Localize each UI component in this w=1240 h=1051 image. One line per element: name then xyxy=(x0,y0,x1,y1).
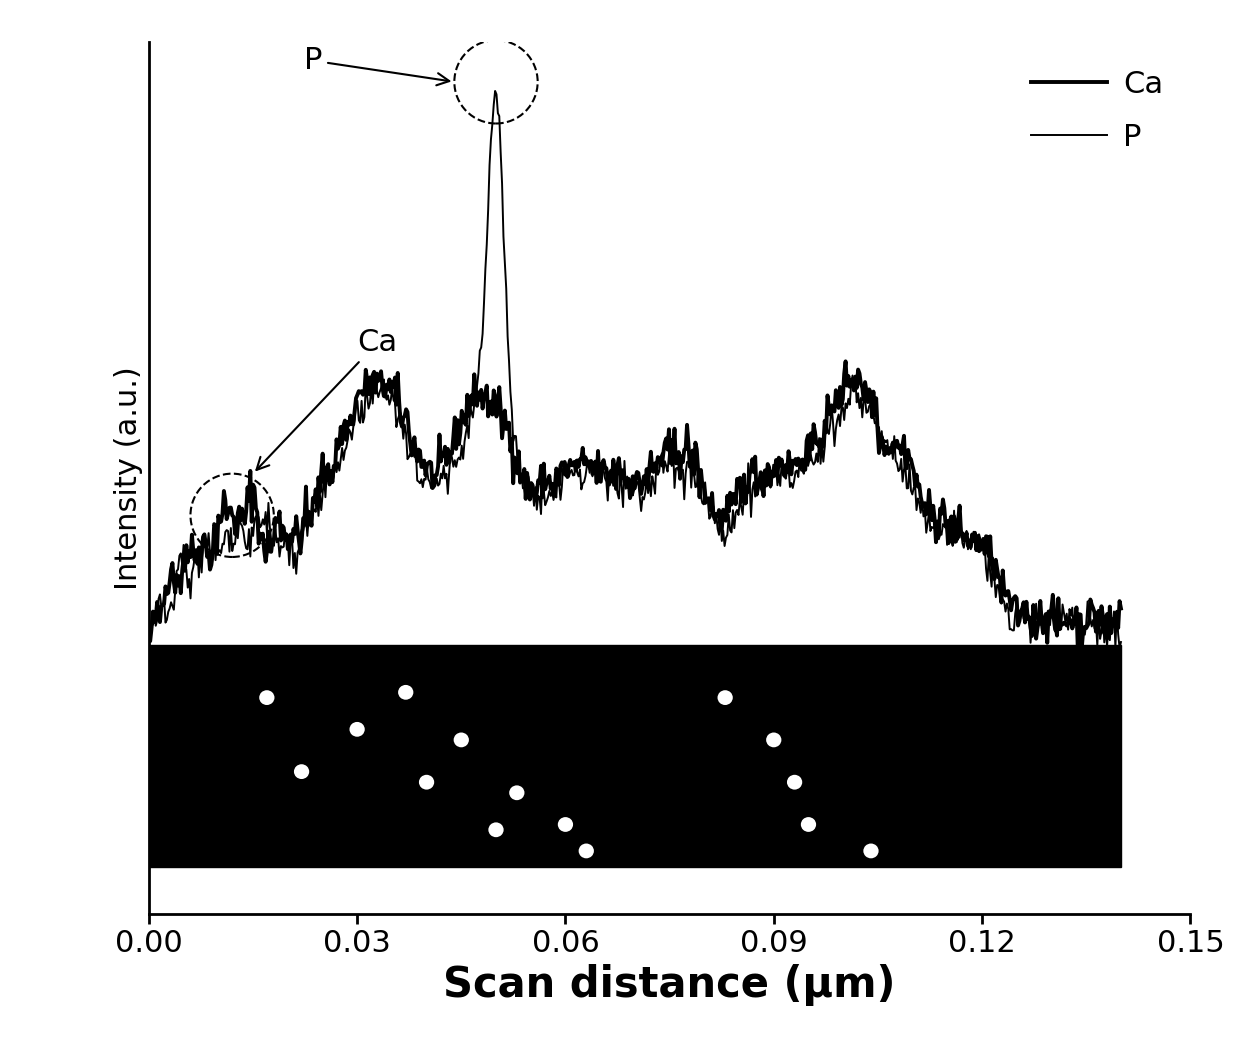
Ellipse shape xyxy=(350,722,365,737)
P xyxy=(379,393,394,406)
Line: P: P xyxy=(149,91,1121,647)
Ca xyxy=(838,355,853,368)
Text: P: P xyxy=(304,46,449,85)
Ca xyxy=(141,634,156,646)
Ca xyxy=(899,461,914,474)
P xyxy=(1114,636,1128,648)
Ellipse shape xyxy=(718,691,733,705)
Ellipse shape xyxy=(294,764,309,779)
Ellipse shape xyxy=(259,691,274,705)
P xyxy=(1019,607,1034,620)
Legend: Ca, P: Ca, P xyxy=(1019,58,1176,164)
Ellipse shape xyxy=(489,822,503,838)
Text: Ca: Ca xyxy=(257,328,397,470)
Ellipse shape xyxy=(454,733,469,747)
Ellipse shape xyxy=(398,685,413,700)
P xyxy=(899,482,914,495)
P xyxy=(1112,641,1127,654)
X-axis label: Scan distance (μm): Scan distance (μm) xyxy=(444,964,895,1006)
Bar xyxy=(149,644,1121,867)
P xyxy=(141,615,156,627)
P xyxy=(487,85,502,98)
Ellipse shape xyxy=(801,817,816,832)
P xyxy=(449,460,464,473)
Ca xyxy=(1070,644,1085,657)
Ca xyxy=(780,466,795,478)
Ellipse shape xyxy=(787,775,802,789)
Ellipse shape xyxy=(863,844,879,859)
Ca xyxy=(1114,602,1128,615)
Ellipse shape xyxy=(510,785,525,800)
Ellipse shape xyxy=(558,817,573,832)
Ellipse shape xyxy=(579,844,594,859)
Ellipse shape xyxy=(766,733,781,747)
Line: Ca: Ca xyxy=(149,362,1121,651)
Ca xyxy=(449,442,464,455)
P xyxy=(781,461,796,474)
P xyxy=(415,480,430,493)
Y-axis label: Intensity (a.u.): Intensity (a.u.) xyxy=(114,367,144,590)
Ca xyxy=(379,378,394,391)
Ca xyxy=(1019,596,1034,609)
Ca xyxy=(415,460,430,473)
Ellipse shape xyxy=(419,775,434,789)
